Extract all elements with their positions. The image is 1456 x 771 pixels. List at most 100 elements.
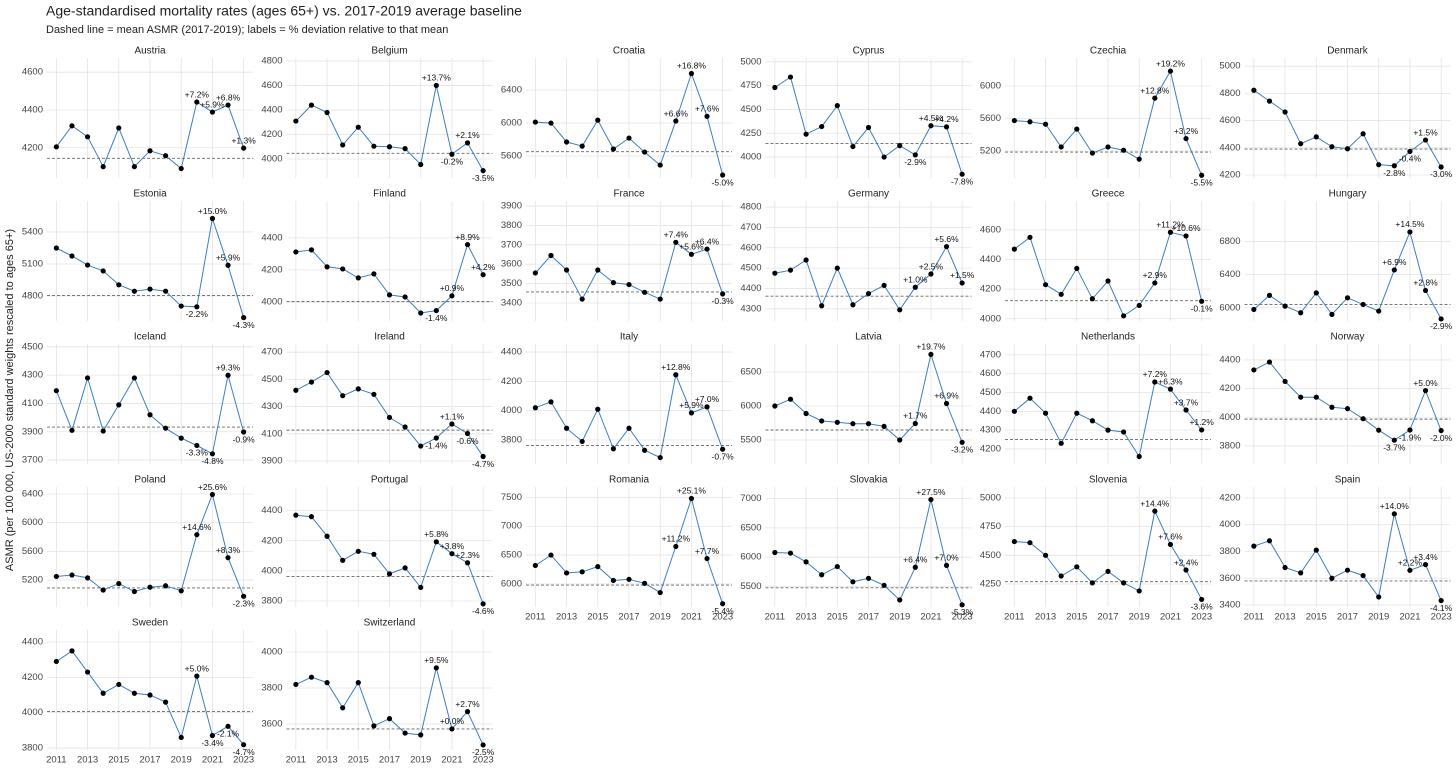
point [293, 249, 299, 255]
deviation-label: +3.2% [1174, 126, 1199, 136]
point [116, 402, 122, 408]
point [1042, 121, 1049, 127]
deviation-label: +14.0% [1380, 501, 1410, 511]
point [1074, 410, 1080, 416]
point [834, 265, 840, 271]
point [834, 103, 840, 109]
point [194, 304, 200, 310]
deviation-label: +11.2% [662, 534, 691, 544]
y-tick-label: 6400 [1219, 269, 1240, 280]
deviation-label: +9.3% [216, 363, 241, 373]
point [943, 124, 950, 130]
y-tick-label: 3900 [501, 201, 522, 212]
y-tick-label: 4000 [261, 565, 282, 576]
point [147, 584, 153, 590]
point [1152, 95, 1158, 101]
deviation-label: -0.9% [233, 434, 256, 444]
point [84, 669, 91, 675]
y-tick-label: 6000 [740, 552, 761, 563]
point [147, 692, 153, 698]
point [371, 143, 377, 149]
y-tick-label: 3800 [1219, 546, 1240, 557]
point [131, 375, 137, 381]
x-tick-label: 2015 [108, 755, 129, 766]
x-tick-label: 2013 [556, 612, 577, 623]
point [464, 241, 471, 248]
point [1407, 148, 1413, 155]
point [1136, 302, 1142, 309]
deviation-label: -2.9% [1430, 321, 1453, 331]
y-tick-label: 4200 [980, 284, 1001, 295]
x-tick-label: 2017 [1097, 612, 1118, 623]
deviation-label: +3.8% [440, 541, 465, 551]
deviation-label: -2.1% [217, 729, 240, 739]
y-tick-label: 4300 [740, 303, 761, 314]
point [225, 102, 231, 108]
point [912, 564, 918, 570]
point [532, 119, 538, 125]
y-tick-label: 6500 [740, 522, 761, 533]
y-tick-label: 3800 [261, 595, 282, 606]
point [1042, 410, 1049, 416]
deviation-label: +5.8% [424, 529, 449, 539]
deviation-label: -0.6% [456, 436, 479, 446]
x-tick-label: 2023 [952, 612, 973, 623]
point [1438, 316, 1444, 322]
y-tick-label: 4500 [261, 374, 282, 385]
point [912, 152, 918, 158]
point [433, 435, 439, 441]
point [371, 551, 377, 557]
point [480, 168, 486, 174]
y-tick-label: 5200 [980, 146, 1001, 157]
y-tick-label: 6000 [501, 578, 522, 589]
point [787, 74, 794, 80]
x-tick-label: 2017 [858, 612, 879, 623]
y-tick-label: 4500 [22, 341, 43, 352]
y-tick-label: 5600 [22, 546, 43, 557]
y-tick-label: 4600 [980, 368, 1001, 379]
panel-title: Switzerland [364, 618, 416, 629]
y-tick-label: 4300 [22, 370, 43, 381]
point [1266, 292, 1273, 298]
point [402, 565, 408, 571]
y-tick-label: 4400 [261, 105, 282, 116]
point [147, 148, 153, 154]
deviation-label: -2.9% [904, 157, 927, 167]
point [178, 734, 184, 741]
deviation-label: +5.9% [200, 99, 225, 109]
point [579, 569, 585, 575]
point [1282, 303, 1288, 309]
point [834, 563, 840, 570]
deviation-label: +4.2% [934, 114, 959, 124]
panel-title: Latvia [855, 332, 882, 343]
deviation-label: -4.3% [233, 320, 256, 330]
deviation-label: +6.4% [695, 236, 720, 246]
deviation-label: +7.2% [185, 89, 210, 99]
point [308, 379, 315, 385]
point [433, 665, 439, 671]
panel-title: Denmark [1327, 46, 1369, 57]
point [834, 419, 840, 425]
point [579, 296, 585, 302]
deviation-label: +6.3% [1158, 376, 1183, 386]
point [959, 602, 965, 608]
point [1105, 427, 1111, 433]
point [532, 562, 538, 569]
deviation-label: -4.8% [201, 456, 224, 466]
point [772, 84, 778, 91]
point [1376, 427, 1382, 433]
deviation-label: +19.2% [1156, 58, 1186, 68]
point [225, 555, 231, 561]
point [1167, 541, 1174, 548]
point [53, 573, 59, 580]
point [1422, 137, 1429, 143]
point [548, 120, 554, 126]
x-tick-label: 2015 [1306, 612, 1327, 623]
y-tick-label: 3600 [261, 719, 282, 730]
y-tick-label: 3600 [1219, 573, 1240, 584]
point [1136, 588, 1142, 594]
point [1199, 596, 1205, 603]
point [464, 709, 471, 715]
point [178, 165, 184, 172]
y-tick-label: 4700 [261, 347, 282, 358]
